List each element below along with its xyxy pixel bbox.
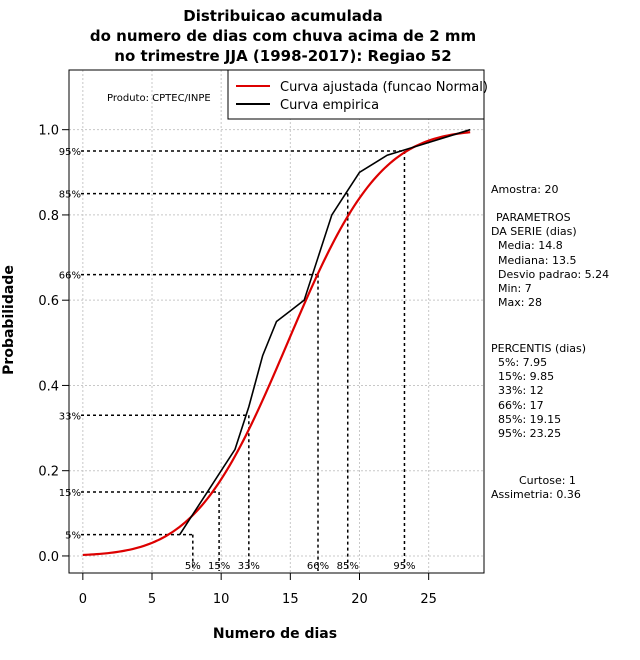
y-tick-label: 0.6 (38, 294, 59, 309)
grid-lines (69, 70, 484, 573)
percentile-label-x: 15% (208, 561, 230, 572)
curves (82, 128, 471, 557)
y-tick-label: 0.8 (38, 209, 59, 224)
y-tick-label: 0.4 (38, 379, 59, 394)
stat-mean: Media: 14.8 (498, 239, 563, 252)
percentile-label-x: 33% (238, 561, 260, 572)
chart-title-line-2: do numero de dias com chuva acima de 2 m… (90, 27, 476, 45)
axes: 0 5 10 15 20 25 0.0 0.2 0.4 0.6 0.8 1.0 (38, 124, 437, 607)
stat-p5: 5%: 7.95 (498, 356, 547, 369)
empirical-curve (178, 128, 471, 536)
stat-p85: 85%: 19.15 (498, 413, 561, 426)
stat-min: Min: 7 (498, 282, 532, 295)
stat-p66: 66%: 17 (498, 399, 544, 412)
stat-p33: 33%: 12 (498, 384, 544, 397)
percentile-label-x: 66% (307, 561, 329, 572)
stat-p95: 95%: 23.25 (498, 427, 561, 440)
side-panel: Amostra: 20 PARAMETROS DA SERIE (dias) M… (491, 183, 609, 501)
stat-params-heading-1: PARAMETROS (496, 211, 571, 224)
legend: Curva ajustada (funcao Normal) Curva emp… (227, 69, 488, 120)
stat-sd: Desvio padrao: 5.24 (498, 268, 609, 281)
percentile-label-y: 85% (59, 190, 81, 201)
legend-label-fitted: Curva ajustada (funcao Normal) (280, 80, 488, 95)
y-tick-label: 0.2 (38, 465, 59, 480)
legend-label-empirical: Curva empirica (280, 98, 379, 113)
x-tick-label: 0 (79, 592, 87, 607)
stat-sample: Amostra: 20 (491, 183, 558, 196)
percentile-label-y: 15% (59, 488, 81, 499)
stat-p15: 15%: 9.85 (498, 370, 554, 383)
percentile-label-y: 33% (59, 411, 81, 422)
stat-kurtosis: Curtose: 1 (519, 474, 576, 487)
y-tick-label: 1.0 (38, 124, 59, 139)
chart-title-line-3: no trimestre JJA (1998-2017): Regiao 52 (114, 47, 451, 65)
stat-percentiles-heading: PERCENTIS (dias) (491, 342, 586, 355)
credit-text: Produto: CPTEC/INPE (107, 93, 211, 104)
x-tick-label: 20 (351, 592, 368, 607)
x-tick-label: 15 (282, 592, 299, 607)
legend-box (227, 69, 485, 120)
stat-median: Mediana: 13.5 (498, 254, 576, 267)
percentile-label-y: 95% (59, 147, 81, 158)
x-tick-label: 5 (148, 592, 156, 607)
percentile-label-x: 95% (393, 561, 415, 572)
percentile-label-y: 66% (59, 271, 81, 282)
x-tick-label: 25 (420, 592, 437, 607)
chart-title-line-1: Distribuicao acumulada (183, 7, 382, 25)
y-axis-label: Probabilidade (1, 265, 17, 375)
percentile-guides: 5% 5% 15% 15% 33% 33% 66% 66% 85% 85% 95% 95% (59, 147, 416, 572)
x-tick-label: 10 (213, 592, 230, 607)
stat-max: Max: 28 (498, 296, 542, 309)
percentile-label-x: 85% (337, 561, 359, 572)
stat-skewness: Assimetria: 0.36 (491, 488, 581, 501)
y-tick-label: 0.0 (38, 550, 59, 565)
percentile-label-x: 5% (185, 561, 201, 572)
stat-params-heading-2: DA SERIE (dias) (491, 225, 577, 238)
percentile-label-y: 5% (65, 531, 81, 542)
fitted-normal-curve (82, 131, 471, 557)
x-axis-label: Numero de dias (213, 626, 337, 642)
